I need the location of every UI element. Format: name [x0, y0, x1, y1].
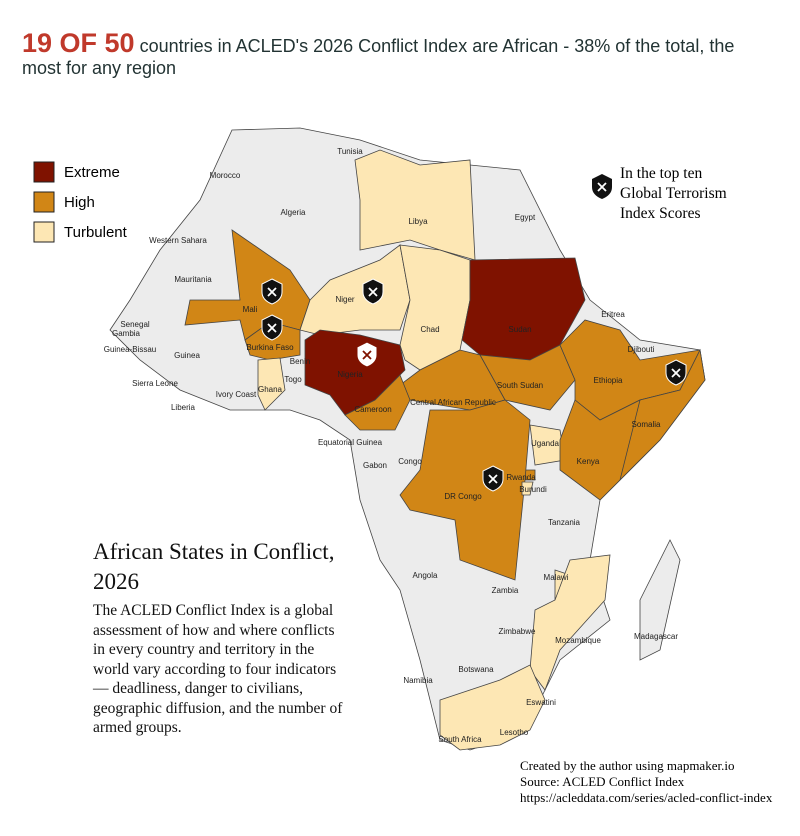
country-label: Central African Republic: [410, 398, 496, 407]
credit: https://acleddata.com/series/acled-confl…: [520, 790, 773, 805]
country-label: Western Sahara: [149, 236, 207, 245]
country-label: Mali: [243, 305, 258, 314]
legend-swatch: [33, 161, 55, 183]
terrorism-shield-x: [362, 350, 372, 360]
country-high: [559, 399, 641, 501]
country-label: Madagascar: [634, 632, 678, 641]
country-label: Uganda: [531, 439, 560, 448]
country-label: Tunisia: [337, 147, 363, 156]
country-label: Somalia: [632, 420, 661, 429]
header-title: countries in ACLED's 2026 Conflict Index…: [22, 36, 735, 78]
legend-label: Turbulent: [64, 224, 128, 241]
country-turbulent: [257, 357, 286, 411]
terrorism-shield-x: [368, 287, 378, 297]
country-label: Malawi: [544, 573, 569, 582]
legend-swatch: [33, 221, 55, 243]
description-title: African States in Conflict, 2026: [93, 539, 335, 594]
country-label: Libya: [408, 217, 428, 226]
description: African States in Conflict, 2026 The ACLE…: [93, 537, 343, 738]
country-label: South Sudan: [497, 381, 543, 390]
country-label: Botswana: [458, 665, 494, 674]
country-label: Sudan: [508, 325, 531, 334]
country-label: Chad: [420, 325, 439, 334]
country-label: Burundi: [519, 485, 547, 494]
country-label: Togo: [284, 375, 302, 384]
country-label: Senegal: [120, 320, 150, 329]
country-label: Cameroon: [354, 405, 391, 414]
country-label: Burkina Faso: [246, 343, 294, 352]
terrorism-shield-x: [671, 368, 681, 378]
country-label: Ethiopia: [594, 376, 623, 385]
terrorism-shield-x: [267, 323, 277, 333]
credit: Created by the author using mapmaker.io: [520, 758, 735, 773]
legend: Extreme High Turbulent: [33, 161, 128, 243]
terrorism-legend: In the top ten Global Terrorism Index Sc…: [620, 165, 727, 222]
country-label: South Africa: [438, 735, 482, 744]
country-label: Egypt: [515, 213, 536, 222]
country-label: Rwanda: [506, 473, 536, 482]
legend-label: High: [64, 194, 95, 211]
legend-label: Extreme: [64, 164, 120, 181]
legend-shield-x: [597, 182, 607, 192]
madagascar: [639, 539, 681, 661]
country-high: [344, 374, 411, 431]
header: 19 OF 50 countries in ACLED's 2026 Confl…: [22, 30, 762, 79]
country-label: Guinea-Bissau: [104, 345, 156, 354]
country-label: Gabon: [363, 461, 387, 470]
credits: Created by the author using mapmaker.io S…: [520, 758, 772, 806]
country-turbulent: [299, 244, 411, 336]
country-turbulent: [439, 664, 546, 751]
country-label: Nigeria: [337, 370, 363, 379]
country-label: Ghana: [258, 385, 283, 394]
country-label: Equatorial Guinea: [318, 438, 383, 447]
credit: Source: ACLED Conflict Index: [520, 774, 685, 789]
country-label: Liberia: [171, 403, 196, 412]
country-label: Algeria: [281, 208, 306, 217]
description-text: The ACLED Conflict Index is a global ass…: [93, 602, 343, 736]
country-label: Sierra Leone: [132, 379, 178, 388]
terrorism-shield-x: [488, 474, 498, 484]
country-turbulent: [354, 149, 476, 261]
country-label: Lesotho: [500, 728, 529, 737]
country-label: Niger: [335, 295, 354, 304]
country-high: [399, 399, 531, 581]
country-label: Guinea: [174, 351, 200, 360]
country-label: Morocco: [210, 171, 241, 180]
country-turbulent: [521, 481, 534, 496]
country-label: Angola: [413, 571, 438, 580]
legend-swatch: [33, 191, 55, 213]
country-label: Gambia: [112, 329, 141, 338]
country-label: Mauritania: [174, 275, 212, 284]
terrorism-shield-x: [267, 287, 277, 297]
country-label: DR Congo: [444, 492, 482, 501]
country-turbulent: [529, 554, 611, 691]
country-label: Namibia: [403, 676, 433, 685]
country-label: Djibouti: [628, 345, 655, 354]
country-label: Eswatini: [526, 698, 556, 707]
country-label: Mozambique: [555, 636, 601, 645]
country-label: Eritrea: [601, 310, 625, 319]
country-label: Zimbabwe: [499, 627, 536, 636]
country-label: Kenya: [577, 457, 600, 466]
country-label: Ivory Coast: [216, 390, 257, 399]
country-label: Zambia: [492, 586, 519, 595]
country-label: Benin: [290, 357, 310, 366]
header-highlight: 19 OF 50: [22, 28, 135, 58]
country-label: Congo: [398, 457, 422, 466]
country-label: Tanzania: [548, 518, 581, 527]
